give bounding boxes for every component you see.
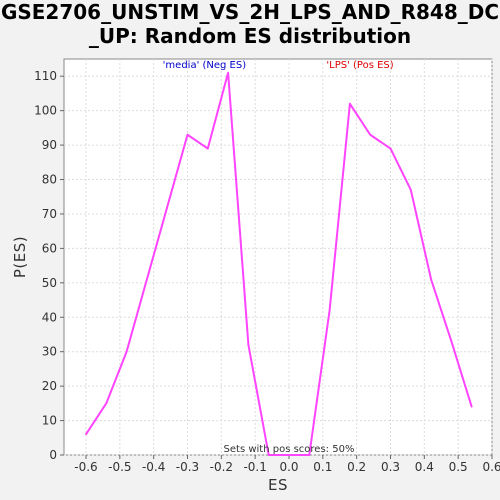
y-tick-label: 10: [42, 414, 57, 428]
x-tick-label: 0.4: [415, 460, 434, 474]
x-tick-label: -0.3: [176, 460, 199, 474]
y-tick-label: 30: [42, 345, 57, 359]
y-tick-label: 20: [42, 379, 57, 393]
neg-es-annotation: 'media' (Neg ES): [163, 60, 247, 71]
data-point: [267, 454, 270, 456]
plot-area: [63, 58, 493, 456]
chart-title: GSE2706_UNSTIM_VS_2H_LPS_AND_R848_DC _UP…: [0, 0, 500, 48]
x-tick-label: 0.5: [449, 460, 468, 474]
pos-scores-annotation: Sets with pos scores: 50%: [224, 444, 355, 455]
pos-es-annotation: 'LPS' (Pos ES): [326, 60, 393, 71]
y-tick-label: 60: [42, 241, 57, 255]
data-point: [389, 147, 392, 150]
y-tick-label: 70: [42, 207, 57, 221]
x-tick-label: -0.6: [74, 460, 97, 474]
es-distribution-line: [85, 71, 473, 456]
y-tick-label: 100: [34, 104, 57, 118]
x-tick-label: 0.0: [279, 460, 298, 474]
chart-title-line-1: GSE2706_UNSTIM_VS_2H_LPS_AND_R848_DC: [0, 0, 500, 24]
data-point: [288, 454, 290, 456]
chart-title-line-2: _UP: Random ES distribution: [88, 24, 412, 48]
series-group: [85, 71, 473, 456]
y-axis-label: P(ES): [11, 236, 29, 278]
x-tick-label: 0.3: [381, 460, 400, 474]
y-axis-ticks: 0 10 20 30 40 50 60 70 80 90 100 110: [34, 69, 64, 462]
data-point: [430, 278, 432, 281]
data-point: [166, 206, 168, 208]
data-point: [206, 147, 209, 150]
data-point: [470, 405, 473, 408]
y-tick-label: 50: [42, 276, 57, 290]
data-point: [186, 133, 189, 136]
x-axis-ticks: -0.6 -0.5 -0.4 -0.3 -0.2 -0.1 0.0 0.1 0.2 0.3 0.4 0…: [74, 455, 500, 474]
x-axis-label: ES: [268, 476, 288, 494]
x-tick-label: 0.2: [347, 460, 366, 474]
y-tick-label: 40: [42, 310, 57, 324]
data-point: [450, 340, 453, 343]
data-point: [409, 189, 412, 191]
x-tick-label: -0.5: [108, 460, 131, 474]
y-tick-label: 80: [42, 173, 57, 187]
x-tick-label: 0.1: [313, 460, 332, 474]
data-point: [308, 454, 311, 456]
x-tick-label: 0.6: [482, 460, 500, 474]
y-tick-label: 0: [49, 448, 57, 462]
x-tick-label: -0.4: [142, 460, 165, 474]
x-tick-label: -0.2: [210, 460, 233, 474]
y-tick-label: 90: [42, 138, 57, 152]
data-point: [349, 102, 351, 105]
data-point: [105, 402, 108, 405]
y-tick-label: 110: [34, 69, 57, 83]
x-tick-label: -0.1: [243, 460, 266, 474]
data-point: [369, 133, 371, 136]
data-point: [125, 350, 128, 353]
data-point: [247, 344, 250, 346]
data-point: [85, 433, 87, 436]
gridlines: [64, 59, 493, 456]
data-point: [227, 71, 229, 74]
data-point: [146, 278, 148, 281]
data-point: [328, 309, 331, 312]
